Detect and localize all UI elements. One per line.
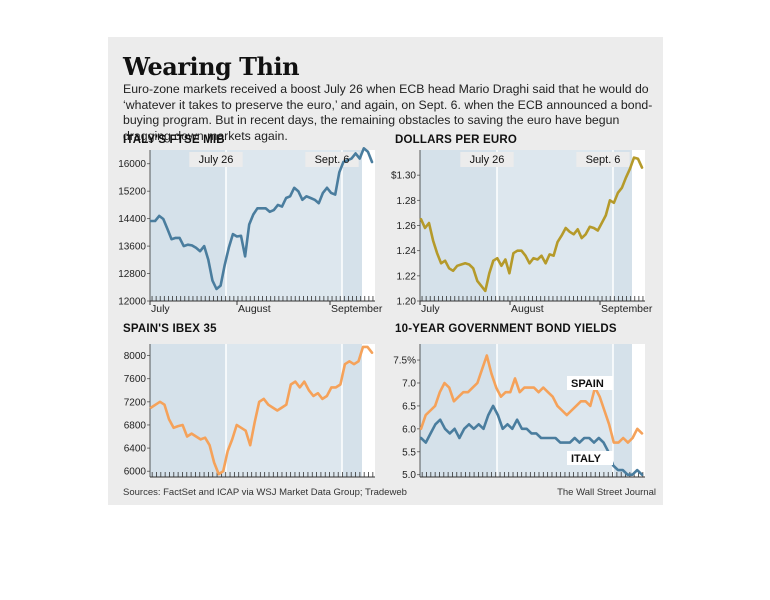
y-tick-label: 7.5% xyxy=(393,356,416,367)
plot-background-band xyxy=(420,150,497,301)
x-tick-label: August xyxy=(238,303,271,315)
chart-ftse-mib xyxy=(147,147,375,305)
series-line xyxy=(419,156,644,293)
y-tick-label: 6400 xyxy=(124,444,147,455)
y-tick-label: $1.30 xyxy=(391,171,416,182)
spain-legend-label-bg xyxy=(567,376,613,390)
series-line xyxy=(149,345,374,476)
y-tick-label: 5.0 xyxy=(402,470,416,481)
chart-ibex-35 xyxy=(147,344,375,478)
plot-background-band xyxy=(632,344,645,477)
y-tick-label: 7.0 xyxy=(402,378,416,389)
y-tick-label: 15200 xyxy=(118,187,146,198)
x-tick-label: July xyxy=(421,303,440,315)
chart-title-bond-yields: 10-YEAR GOVERNMENT BOND YIELDS xyxy=(395,323,617,335)
event-label: July 26 xyxy=(199,154,234,166)
italy-legend-label: ITALY xyxy=(571,453,602,465)
graphic-title: Wearing Thin xyxy=(123,52,300,81)
plot-background-band xyxy=(150,344,226,477)
x-tick-label: July xyxy=(151,303,170,315)
source-note: Sources: FactSet and ICAP via WSJ Market… xyxy=(123,487,407,498)
plot-background-band xyxy=(342,344,362,477)
y-tick-label: 6.0 xyxy=(402,424,416,435)
y-tick-label: 12800 xyxy=(118,269,146,280)
plot-background-band xyxy=(150,150,226,301)
y-tick-label: 1.24 xyxy=(397,246,417,257)
chart-title-ibex-35: SPAIN'S IBEX 35 xyxy=(123,323,217,335)
graphic-subtitle: Euro-zone markets received a boost July … xyxy=(123,82,653,143)
y-tick-label: 14400 xyxy=(118,214,146,225)
chart-title-ftse-mib: ITALY'S FTSE MIB xyxy=(123,134,225,146)
plot-background-band xyxy=(632,150,645,301)
event-label: Sept. 6 xyxy=(586,154,621,166)
y-tick-label: 1.20 xyxy=(397,297,417,308)
x-tick-label: September xyxy=(331,303,383,315)
y-tick-label: 6.5 xyxy=(402,401,416,412)
event-label: Sept. 6 xyxy=(315,154,350,166)
y-tick-label: 16000 xyxy=(118,159,146,170)
y-tick-label: 8000 xyxy=(124,351,147,362)
chart-title-dollars-per-euro: DOLLARS PER EURO xyxy=(395,134,518,146)
x-tick-label: August xyxy=(511,303,544,315)
series-line xyxy=(149,147,374,291)
y-tick-label: 1.22 xyxy=(397,271,417,282)
y-tick-label: 6000 xyxy=(124,467,147,478)
y-tick-label: 5.5 xyxy=(402,447,416,458)
plot-background-band xyxy=(362,150,375,301)
event-label-bg xyxy=(576,152,630,167)
event-label-bg xyxy=(305,152,359,167)
italy-legend-label-bg xyxy=(567,451,613,465)
event-label-bg xyxy=(189,152,243,167)
plot-background-band xyxy=(362,344,375,477)
y-tick-label: 1.28 xyxy=(397,196,417,207)
plot-background-band xyxy=(342,150,362,301)
event-label-bg xyxy=(460,152,514,167)
y-tick-label: 7600 xyxy=(124,374,147,385)
series-line xyxy=(419,354,644,444)
x-tick-label: September xyxy=(601,303,653,315)
y-tick-label: 13600 xyxy=(118,242,146,253)
chart-dollars-per-euro xyxy=(417,150,645,305)
plot-background-band xyxy=(613,344,632,477)
plot-background-band xyxy=(226,344,342,477)
credit-note: The Wall Street Journal xyxy=(557,487,656,498)
event-label: July 26 xyxy=(470,154,505,166)
plot-background-band xyxy=(226,150,342,301)
y-tick-label: 6800 xyxy=(124,420,147,431)
plot-background-band xyxy=(497,150,613,301)
y-tick-label: 1.26 xyxy=(397,221,417,232)
spain-legend-label: SPAIN xyxy=(571,378,604,390)
y-tick-label: 12000 xyxy=(118,297,146,308)
plot-background-band xyxy=(613,150,632,301)
y-tick-label: 7200 xyxy=(124,397,147,408)
series-line xyxy=(419,404,644,477)
